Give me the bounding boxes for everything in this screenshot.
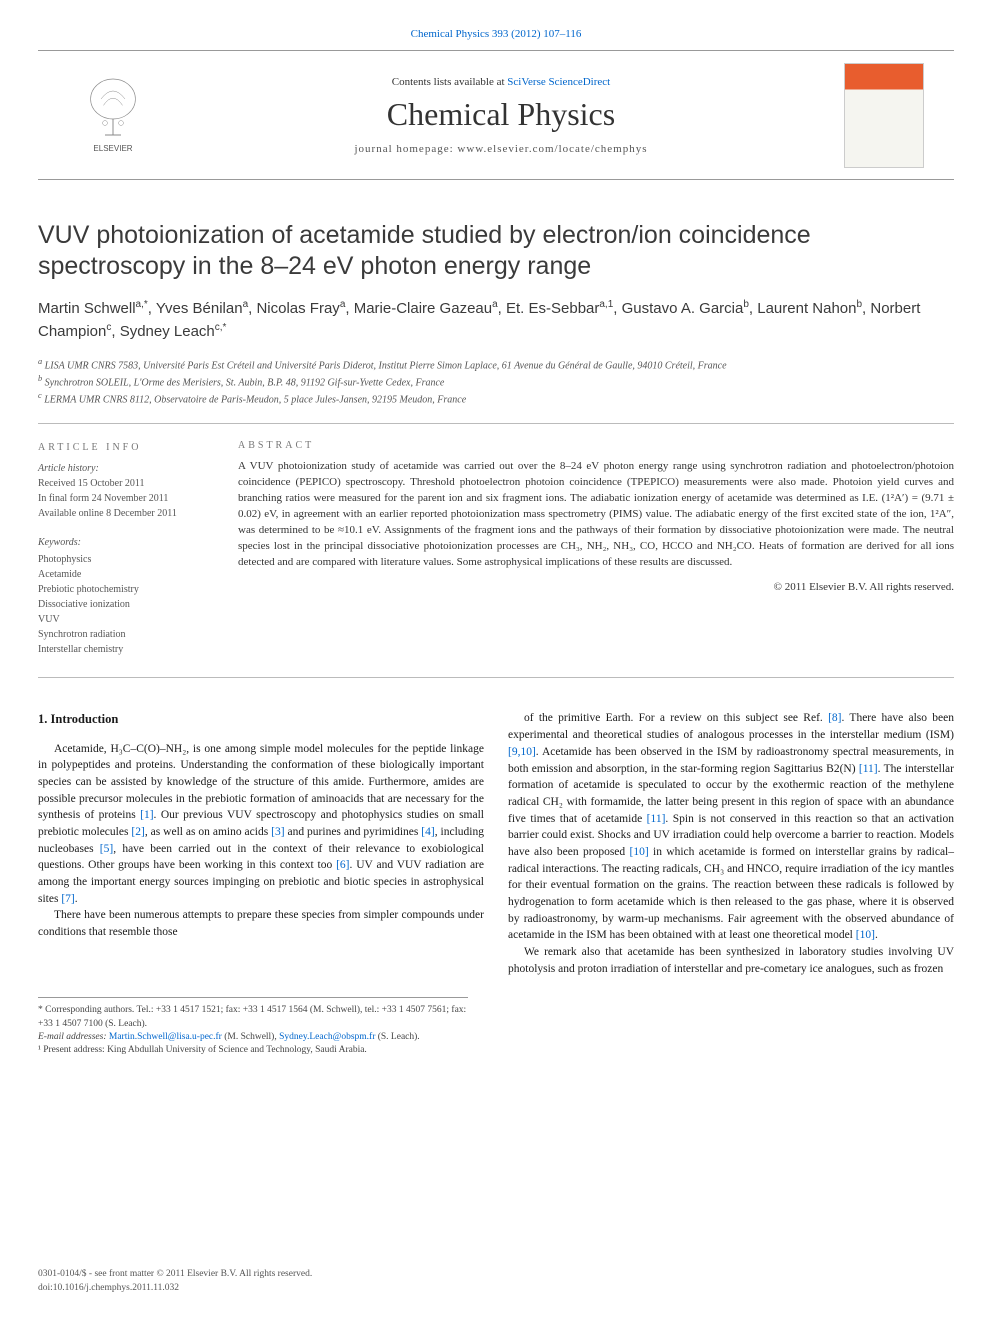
abstract-copyright: © 2011 Elsevier B.V. All rights reserved… (238, 581, 954, 593)
footnotes: * Corresponding authors. Tel.: +33 1 451… (38, 997, 468, 1057)
keywords-list: PhotophysicsAcetamidePrebiotic photochem… (38, 552, 218, 657)
body-col-left: 1. Introduction Acetamide, H₃C–C(O)–NH₂,… (38, 710, 484, 977)
email2-who: (S. Leach). (375, 1032, 419, 1042)
divider-bottom (38, 677, 954, 678)
footnote-present-address: ¹ Present address: King Abdullah Univers… (38, 1044, 468, 1057)
article-title: VUV photoionization of acetamide studied… (38, 220, 954, 283)
sciencedirect-link[interactable]: SciVerse ScienceDirect (507, 76, 610, 88)
footer-meta: 0301-0104/$ - see front matter © 2011 El… (38, 1268, 312, 1295)
body-columns: 1. Introduction Acetamide, H₃C–C(O)–NH₂,… (38, 710, 954, 977)
affiliation-a: a LISA UMR CNRS 7583, Université Paris E… (38, 356, 954, 373)
article-history: Article history: Received 15 October 201… (38, 461, 218, 521)
journal-homepage: journal homepage: www.elsevier.com/locat… (158, 143, 844, 155)
keyword-item: Photophysics (38, 552, 218, 567)
journal-title: Chemical Physics (158, 96, 844, 133)
intro-p1: Acetamide, H₃C–C(O)–NH₂, is one among si… (38, 741, 484, 908)
svg-text:ELSEVIER: ELSEVIER (93, 144, 132, 153)
homepage-url[interactable]: www.elsevier.com/locate/chemphys (457, 143, 647, 155)
intro-p4: We remark also that acetamide has been s… (508, 944, 954, 977)
affiliation-b: b Synchrotron SOLEIL, L'Orme des Merisie… (38, 373, 954, 390)
article-info-col: ARTICLE INFO Article history: Received 1… (38, 440, 238, 657)
abstract-heading: ABSTRACT (238, 440, 954, 451)
authors-line: Martin Schwella,*, Yves Bénilana, Nicola… (38, 297, 954, 344)
contents-available-line: Contents lists available at SciVerse Sci… (158, 76, 844, 88)
affiliations: a LISA UMR CNRS 7583, Université Paris E… (38, 356, 954, 408)
footer-doi: doi:10.1016/j.chemphys.2011.11.032 (38, 1282, 312, 1295)
journal-header: ELSEVIER Contents lists available at Sci… (38, 50, 954, 180)
history-final-form: In final form 24 November 2011 (38, 491, 218, 506)
section-1-heading: 1. Introduction (38, 710, 484, 728)
intro-p3: of the primitive Earth. For a review on … (508, 710, 954, 943)
journal-cover-thumbnail (844, 63, 924, 168)
abstract-text: A VUV photoionization study of acetamide… (238, 459, 954, 571)
body-col-right: of the primitive Earth. For a review on … (508, 710, 954, 977)
keyword-item: Interstellar chemistry (38, 642, 218, 657)
info-abstract-row: ARTICLE INFO Article history: Received 1… (38, 424, 954, 677)
journal-header-center: Contents lists available at SciVerse Sci… (158, 76, 844, 155)
keyword-item: Synchrotron radiation (38, 627, 218, 642)
elsevier-logo: ELSEVIER (68, 65, 158, 165)
email-leach[interactable]: Sydney.Leach@obspm.fr (279, 1032, 375, 1042)
keyword-item: Acetamide (38, 567, 218, 582)
header-citation: Chemical Physics 393 (2012) 107–116 (0, 0, 992, 50)
elsevier-tree-icon: ELSEVIER (73, 75, 153, 155)
email-schwell[interactable]: Martin.Schwell@lisa.u-pec.fr (109, 1032, 222, 1042)
history-online: Available online 8 December 2011 (38, 506, 218, 521)
keyword-item: Dissociative ionization (38, 597, 218, 612)
email1-who: (M. Schwell), (222, 1032, 279, 1042)
history-received: Received 15 October 2011 (38, 476, 218, 491)
affiliation-c: c LERMA UMR CNRS 8112, Observatoire de P… (38, 390, 954, 407)
footnote-corresponding: * Corresponding authors. Tel.: +33 1 451… (38, 1004, 468, 1031)
keywords-label: Keywords: (38, 535, 218, 550)
homepage-prefix: journal homepage: (354, 143, 457, 155)
history-label: Article history: (38, 461, 218, 476)
keyword-item: Prebiotic photochemistry (38, 582, 218, 597)
footer-issn: 0301-0104/$ - see front matter © 2011 El… (38, 1268, 312, 1281)
keywords-block: Keywords: PhotophysicsAcetamidePrebiotic… (38, 535, 218, 657)
intro-p2: There have been numerous attempts to pre… (38, 907, 484, 940)
citation-link[interactable]: Chemical Physics 393 (2012) 107–116 (411, 28, 582, 40)
footnote-emails: E-mail addresses: Martin.Schwell@lisa.u-… (38, 1031, 468, 1044)
email-label: E-mail addresses: (38, 1032, 109, 1042)
keyword-item: VUV (38, 612, 218, 627)
abstract-col: ABSTRACT A VUV photoionization study of … (238, 440, 954, 657)
contents-prefix: Contents lists available at (392, 76, 507, 88)
article-info-heading: ARTICLE INFO (38, 440, 218, 455)
